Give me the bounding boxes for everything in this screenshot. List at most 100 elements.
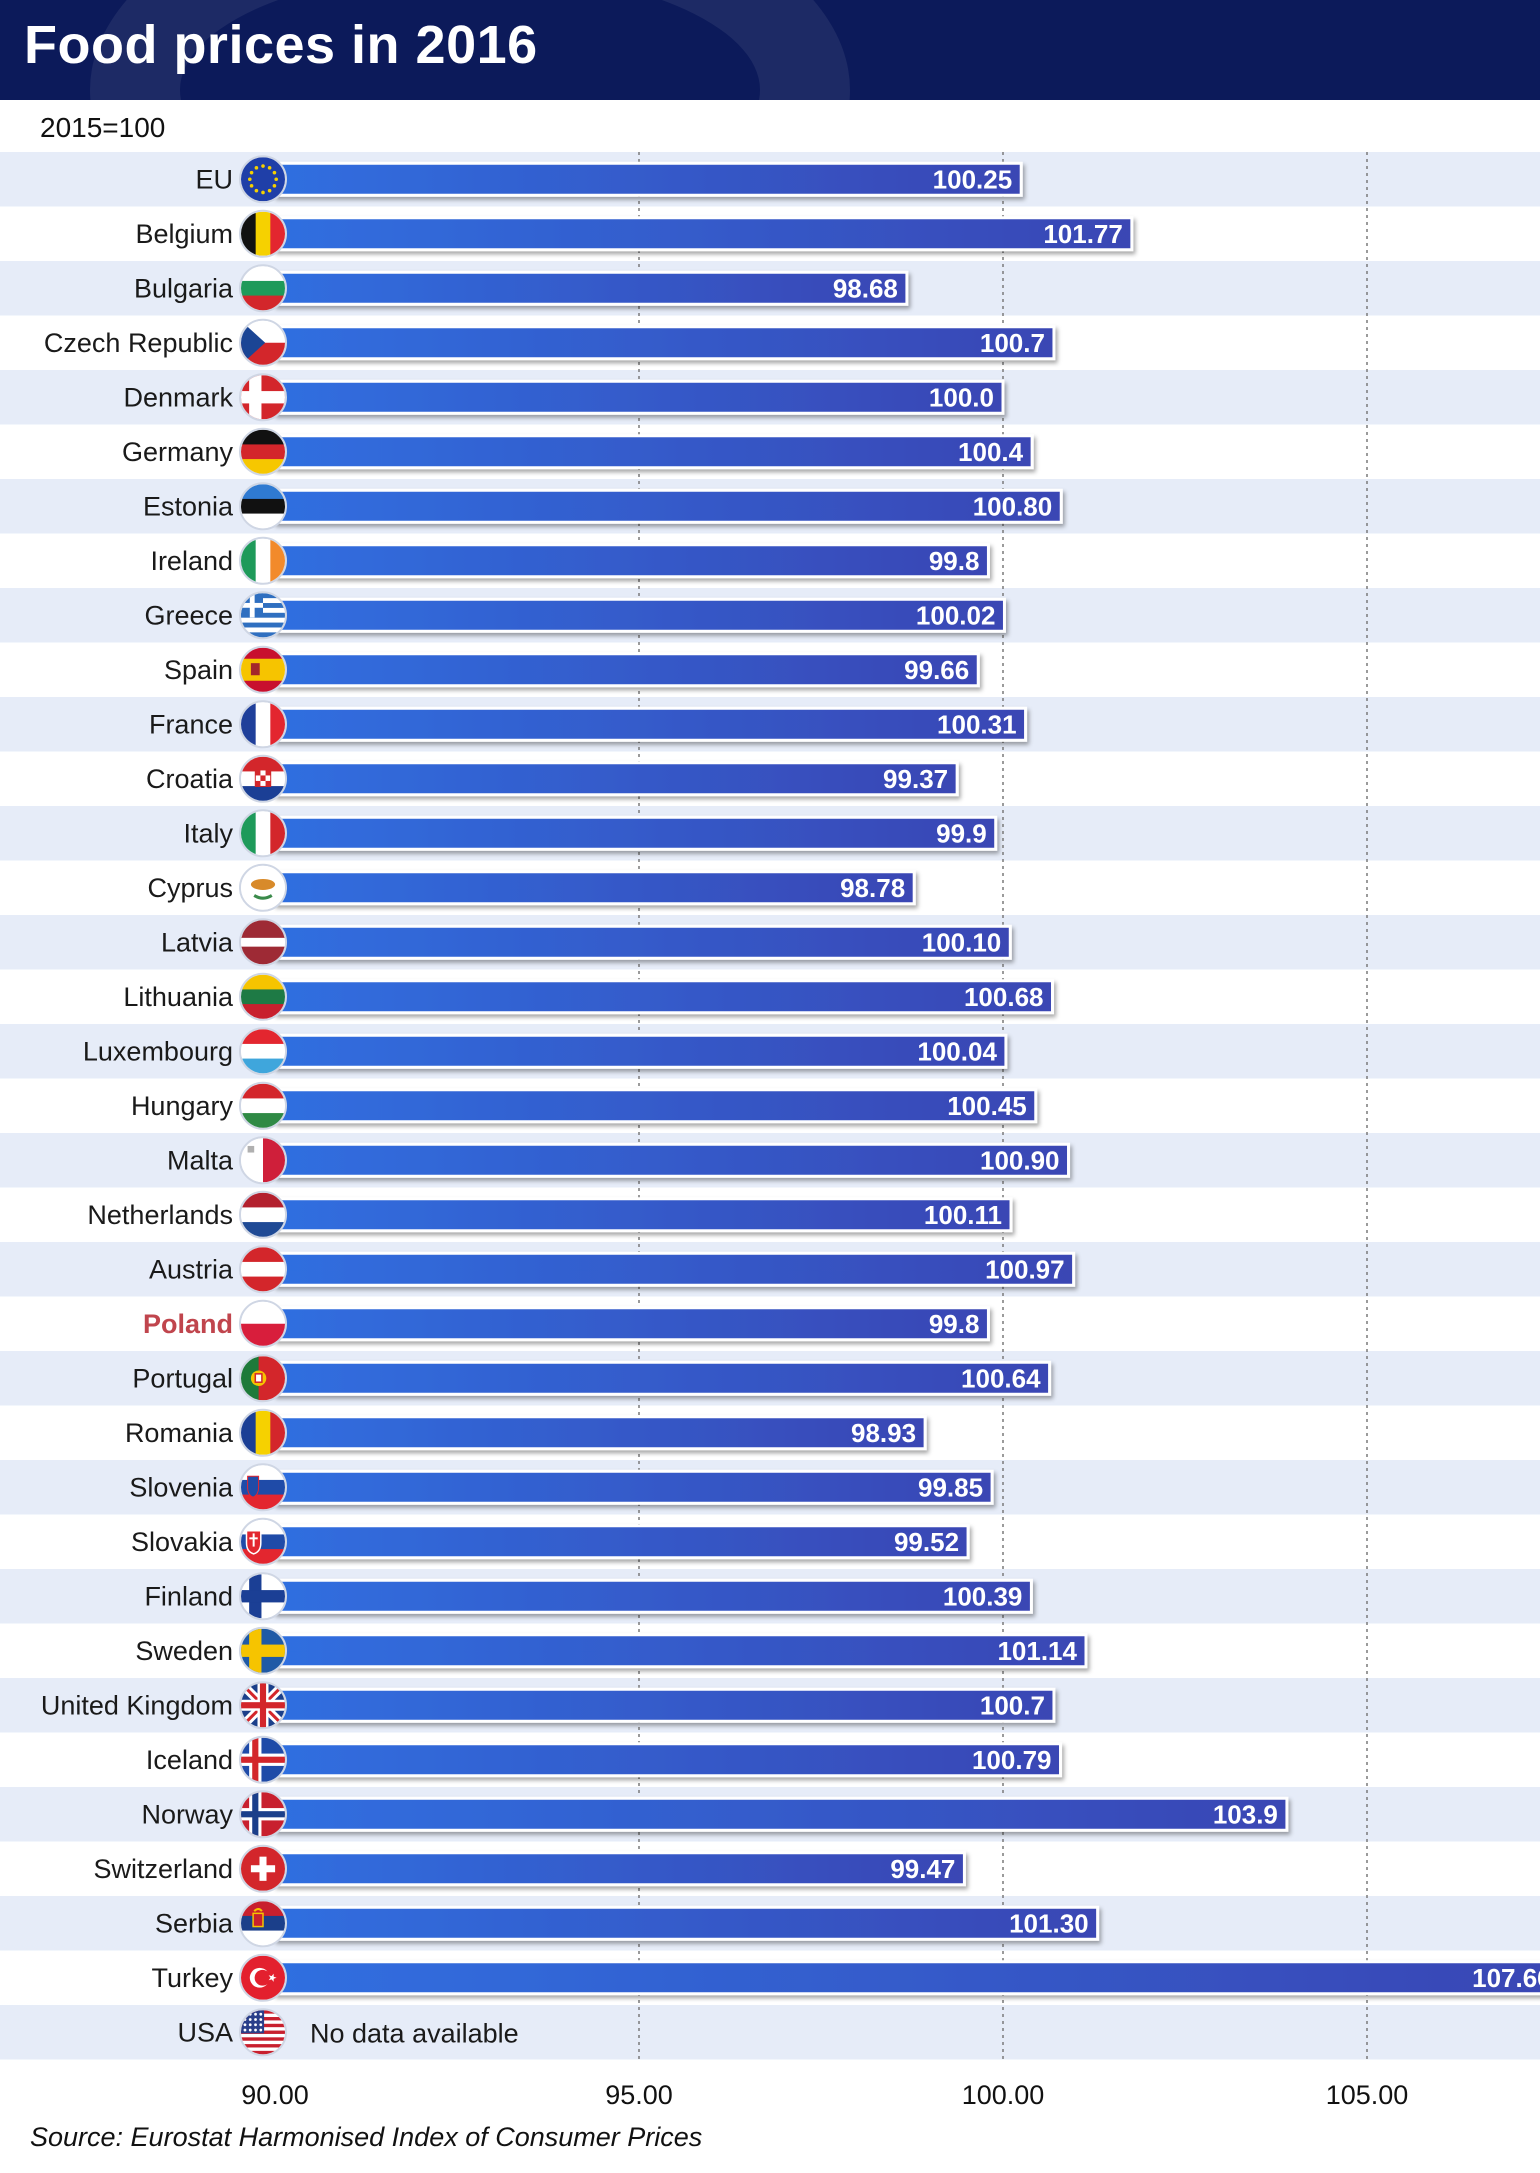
portugal-flag-icon <box>239 1354 287 1403</box>
bar-value-label: 100.80 <box>973 491 1053 521</box>
bar <box>273 652 980 688</box>
category-label: Greece <box>144 600 233 630</box>
finland-flag-icon <box>239 1572 287 1621</box>
category-label: Luxembourg <box>83 1036 233 1066</box>
spain-flag-icon <box>239 645 287 694</box>
bar <box>273 434 1034 470</box>
lithuania-flag-icon <box>239 972 287 1021</box>
bar <box>273 1796 1289 1832</box>
category-label: Italy <box>183 818 233 848</box>
source-note: Source: Eurostat Harmonised Index of Con… <box>30 2122 703 2152</box>
bar-value-label: 100.90 <box>980 1145 1060 1175</box>
category-label: Lithuania <box>123 982 234 1012</box>
bar-value-label: 99.37 <box>883 764 948 794</box>
x-tick-label: 105.00 <box>1326 2080 1409 2110</box>
no-data-label: No data available <box>310 2018 519 2048</box>
cyprus-flag-icon <box>239 863 287 912</box>
usa-flag-icon <box>239 2008 287 2057</box>
bar <box>273 815 998 851</box>
bar <box>273 870 916 906</box>
bar <box>273 325 1056 361</box>
bar <box>273 1306 990 1342</box>
bar <box>273 1251 1076 1287</box>
bar-value-label: 100.0 <box>929 382 994 412</box>
bar <box>273 1578 1033 1614</box>
bar <box>273 1088 1038 1124</box>
bar <box>273 1960 1540 1996</box>
category-label: Belgium <box>135 219 233 249</box>
bar-value-label: 101.77 <box>1043 219 1123 249</box>
bar-value-label: 98.78 <box>840 873 905 903</box>
czech-republic-flag-icon <box>239 318 287 367</box>
bar <box>273 597 1006 633</box>
bar-value-label: 99.8 <box>929 546 980 576</box>
bar <box>273 543 990 579</box>
category-label: Denmark <box>123 382 233 412</box>
bar <box>273 1633 1088 1669</box>
bar-value-label: 100.64 <box>961 1363 1041 1393</box>
bar <box>273 1851 966 1887</box>
x-tick-label: 95.00 <box>605 2080 673 2110</box>
bar <box>273 1033 1008 1069</box>
category-label: Slovenia <box>129 1472 234 1502</box>
greece-flag-icon <box>239 591 287 640</box>
category-label: Bulgaria <box>134 273 234 303</box>
category-label: Austria <box>149 1254 234 1284</box>
luxembourg-flag-icon <box>239 1027 287 1076</box>
category-label: EU <box>195 164 233 194</box>
bar <box>273 1524 970 1560</box>
category-label: Estonia <box>143 491 234 521</box>
chart-title: Food prices in 2016 <box>24 15 538 75</box>
bar-value-label: 99.9 <box>936 818 987 848</box>
switzerland-flag-icon <box>239 1844 287 1893</box>
bar-value-label: 103.9 <box>1213 1799 1278 1829</box>
bar <box>273 1360 1052 1396</box>
category-label: Poland <box>143 1309 233 1339</box>
france-flag-icon <box>239 700 287 749</box>
bar <box>273 1415 927 1451</box>
slovakia-flag-icon <box>239 1517 287 1566</box>
category-label: Germany <box>122 437 234 467</box>
bar-value-label: 100.11 <box>924 1200 1002 1230</box>
category-label: Latvia <box>161 927 234 957</box>
italy-flag-icon <box>239 809 287 858</box>
category-label: Romania <box>125 1418 234 1448</box>
poland-flag-icon <box>239 1299 287 1348</box>
ireland-flag-icon <box>239 536 287 585</box>
category-label: Ireland <box>150 546 233 576</box>
category-label: Croatia <box>146 764 234 794</box>
estonia-flag-icon <box>239 482 287 531</box>
bar-value-label: 99.66 <box>904 655 969 685</box>
bar <box>273 1469 994 1505</box>
united-kingdom-flag-icon <box>239 1681 287 1730</box>
bar-value-label: 101.14 <box>997 1636 1077 1666</box>
bar-value-label: 100.25 <box>933 164 1013 194</box>
bar-value-label: 100.97 <box>985 1254 1065 1284</box>
norway-flag-icon <box>239 1790 287 1839</box>
bar-value-label: 99.52 <box>894 1527 959 1557</box>
category-label: Turkey <box>151 1963 233 1993</box>
bar-value-label: 100.7 <box>980 1690 1045 1720</box>
bar <box>273 1142 1071 1178</box>
bar-value-label: 98.93 <box>851 1418 916 1448</box>
netherlands-flag-icon <box>239 1190 287 1239</box>
bar-value-label: 100.04 <box>917 1036 997 1066</box>
serbia-flag-icon <box>239 1899 287 1948</box>
bar-value-label: 99.47 <box>890 1854 955 1884</box>
category-label: Spain <box>164 655 233 685</box>
bar-value-label: 100.7 <box>980 328 1045 358</box>
x-tick-label: 90.00 <box>241 2080 309 2110</box>
latvia-flag-icon <box>239 918 287 967</box>
eu-flag-icon <box>239 155 287 204</box>
hungary-flag-icon <box>239 1081 287 1130</box>
slovenia-flag-icon <box>239 1463 287 1512</box>
bar <box>273 161 1023 197</box>
category-label: Slovakia <box>131 1527 234 1557</box>
bar-value-label: 100.45 <box>947 1091 1027 1121</box>
bar-value-label: 100.39 <box>943 1581 1023 1611</box>
bar-value-label: 100.10 <box>922 927 1002 957</box>
bar-value-label: 100.79 <box>972 1745 1052 1775</box>
category-label: United Kingdom <box>41 1690 233 1720</box>
category-label: Serbia <box>155 1908 234 1938</box>
